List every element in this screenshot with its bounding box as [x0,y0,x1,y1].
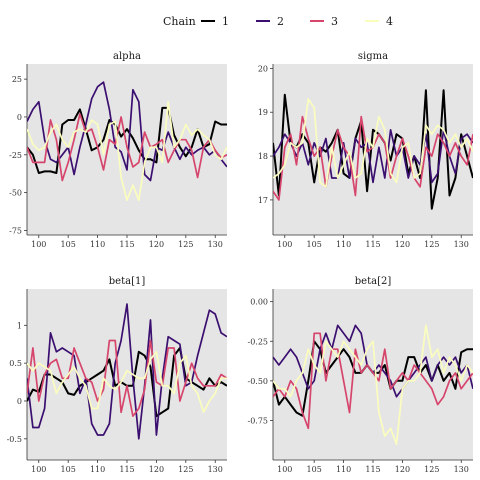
series-line-chain-1 [273,89,473,210]
panel-beta2: beta[2] 0.00 -0.25 -0.50 -0.75 100 105 110 115 12… [247,276,473,474]
x-tick-label: 115 [365,240,380,249]
x-tick-label: 125 [178,465,193,474]
series-line-chain-4 [27,100,227,202]
legend-label-chain-1: 1 [222,15,229,28]
panel-beta1: beta[1] 1 0.5 0 -0.5 100 105 110 115 120 125 130 [7,276,227,474]
series-line-chain-4 [27,350,227,414]
y-tick-label: 0 [17,113,22,122]
x-tick-label: 120 [395,465,410,474]
y-tick-label: 1 [17,321,22,330]
x-tick-label: 120 [149,465,164,474]
series-line-chain-3 [27,113,227,182]
x-tick-label: 110 [90,240,105,249]
x-tick-label: 130 [454,240,469,249]
y-tick-label: -50 [9,189,22,198]
x-tick-label: 110 [336,240,351,249]
y-tick-label: -0.25 [247,337,268,346]
y-tick-label: 0.5 [9,359,22,368]
x-tick-label: 120 [395,240,410,249]
y-tick-label: 20 [258,64,268,73]
y-tick-label: -75 [9,226,22,235]
x-tick-label: 115 [119,465,134,474]
x-tick-label: 105 [61,465,76,474]
x-tick-label: 115 [119,240,134,249]
x-tick-label: 105 [61,240,76,249]
y-tick-label: 19 [258,108,268,117]
y-tick-label: -0.50 [247,377,268,386]
series-line-chain-2 [27,81,227,182]
panel-alpha: alpha 25 0 -25 -50 -75 100 105 110 115 120 125 130 [9,51,227,249]
x-tick-label: 125 [178,240,193,249]
x-tick-label: 130 [208,240,223,249]
series-line-chain-4 [273,324,473,446]
series-line-chain-4 [273,98,473,188]
panel-sigma: sigma 20 19 18 17 100 105 110 115 120 125 130 [258,51,473,249]
series-line-chain-1 [27,106,227,174]
y-tick-label: -25 [9,151,22,160]
x-tick-label: 105 [307,240,322,249]
x-tick-label: 100 [277,240,292,249]
y-tick-label: 0.00 [250,298,268,307]
x-tick-label: 100 [277,465,292,474]
x-tick-label: 105 [307,465,322,474]
x-tick-label: 110 [90,465,105,474]
panel-title: beta[1] [109,276,146,287]
series-line-chain-2 [27,303,227,440]
legend-title: Chain [163,15,196,28]
x-tick-label: 100 [31,240,46,249]
x-tick-label: 115 [365,465,380,474]
y-tick-label: 18 [258,152,268,161]
y-tick-label: 17 [258,196,268,205]
x-tick-label: 125 [424,465,439,474]
y-tick-label: 25 [12,75,22,84]
panel-background [273,289,473,460]
y-tick-label: 0 [17,397,22,406]
series-line-chain-2 [273,128,473,184]
y-tick-label: -0.75 [247,416,268,425]
legend: Chain 1 2 3 4 [163,15,393,28]
series-line-chain-3 [27,339,227,417]
panel-title: beta[2] [355,276,392,287]
x-tick-label: 125 [424,240,439,249]
x-tick-label: 130 [454,465,469,474]
panel-title: alpha [113,51,141,62]
panel-title: sigma [358,51,388,62]
legend-label-chain-3: 3 [331,15,338,28]
x-tick-label: 120 [149,240,164,249]
y-tick-label: -0.5 [7,435,22,444]
x-tick-label: 110 [336,465,351,474]
legend-label-chain-2: 2 [277,15,284,28]
series-line-chain-3 [273,332,473,430]
x-tick-label: 100 [31,465,46,474]
legend-label-chain-4: 4 [386,15,393,28]
x-tick-label: 130 [208,465,223,474]
